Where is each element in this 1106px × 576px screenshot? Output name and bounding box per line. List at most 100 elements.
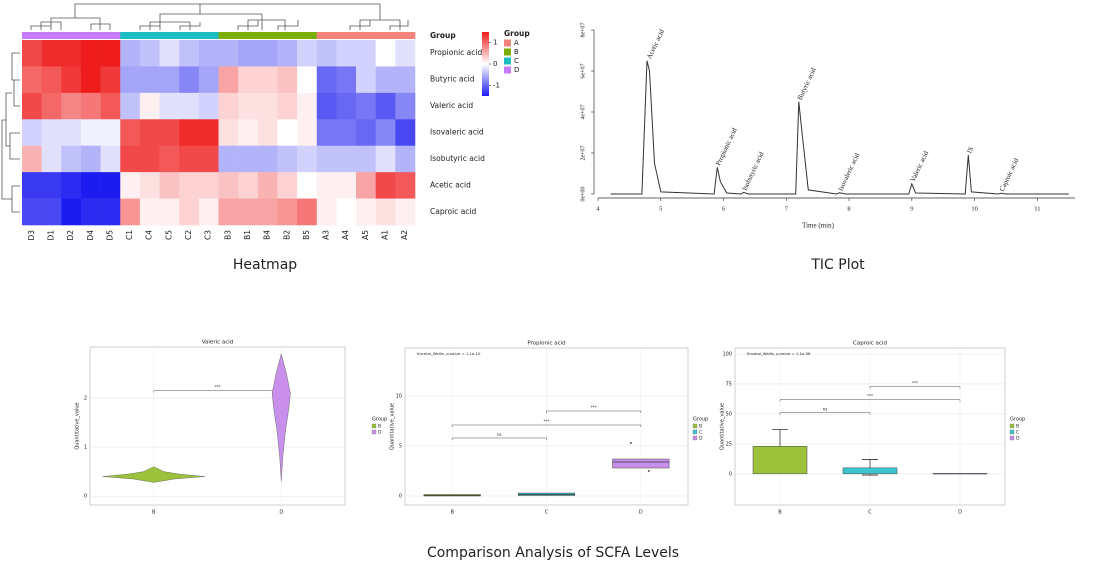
column-label: D3 bbox=[27, 230, 36, 241]
violin bbox=[102, 466, 205, 483]
heatmap-cell bbox=[395, 92, 416, 120]
heatmap-cell bbox=[179, 145, 200, 173]
peak-label: Isovaleric acid bbox=[837, 151, 862, 192]
legend-title: Group bbox=[504, 29, 530, 38]
box bbox=[752, 446, 808, 475]
legend-swatch bbox=[504, 48, 511, 56]
caption: Heatmap bbox=[233, 257, 297, 273]
box bbox=[932, 472, 988, 475]
heatmap-cell bbox=[22, 172, 42, 199]
legend-swatch bbox=[504, 57, 511, 65]
column-label: D5 bbox=[105, 230, 114, 241]
heatmap-cell bbox=[316, 172, 337, 199]
peak-label: Caproic acid bbox=[998, 157, 1020, 193]
column-label: D1 bbox=[46, 230, 55, 241]
panel-title: Caproic acid bbox=[853, 341, 887, 347]
heatmap-cell bbox=[395, 119, 416, 147]
heatmap-cell bbox=[80, 172, 101, 199]
heatmap-cell bbox=[120, 92, 141, 120]
heatmap-cell bbox=[139, 92, 160, 120]
heatmap-cell bbox=[375, 145, 396, 173]
dendrogram-left bbox=[1, 52, 20, 213]
heatmap-cell bbox=[61, 40, 82, 67]
legend-label: C bbox=[514, 57, 519, 65]
significance-bracket bbox=[451, 424, 642, 427]
legend-title: Group bbox=[372, 417, 387, 423]
heatmap-cell bbox=[100, 119, 121, 147]
y-axis-label: Quantitative_value bbox=[75, 402, 81, 449]
heatmap-cell bbox=[179, 66, 200, 94]
heatmap-cell bbox=[198, 92, 219, 120]
column-label: A2 bbox=[400, 230, 409, 240]
heatmap-cell bbox=[159, 145, 180, 173]
y-tick-label: 75 bbox=[726, 381, 732, 387]
group-bar-label: Group bbox=[430, 31, 456, 40]
heatmap-cell bbox=[375, 92, 396, 120]
x-tick-label: 4 bbox=[596, 205, 600, 212]
heatmap-cell bbox=[395, 40, 416, 67]
peak-label: Valeric acid bbox=[909, 149, 931, 183]
tic-line bbox=[610, 60, 1069, 195]
heatmap-cell bbox=[277, 119, 298, 147]
colorbar bbox=[482, 32, 489, 96]
y-tick-label: 6e+07 bbox=[580, 63, 586, 78]
x-tick-label: 10 bbox=[971, 205, 978, 212]
x-tick-label: 8 bbox=[847, 205, 850, 212]
heatmap-cell bbox=[356, 40, 376, 67]
significance-label: ns bbox=[497, 432, 502, 437]
heatmap-cell bbox=[356, 198, 376, 226]
peak-label: Propionic acid bbox=[714, 126, 739, 167]
heatmap-cell bbox=[41, 66, 62, 94]
panel-title: Valeric acid bbox=[202, 340, 234, 346]
heatmap-cell bbox=[257, 172, 278, 199]
heatmap-cell bbox=[356, 92, 376, 120]
heatmap-cell bbox=[277, 198, 298, 226]
heatmap-cell bbox=[198, 119, 219, 147]
box bbox=[842, 467, 898, 475]
heatmap-cell bbox=[22, 119, 42, 147]
heatmap-cell bbox=[120, 145, 141, 173]
colorbar-tick-label: 1 bbox=[493, 39, 497, 47]
heatmap-cell bbox=[336, 66, 357, 94]
group-bar-cell bbox=[356, 32, 376, 39]
significance-bracket bbox=[779, 399, 961, 402]
heatmap-cell bbox=[80, 198, 101, 226]
column-label: D4 bbox=[86, 230, 95, 241]
group-bar-cell bbox=[100, 32, 121, 39]
significance-label: *** bbox=[867, 394, 873, 399]
x-tick-label: 6 bbox=[722, 205, 726, 212]
heatmap-cell bbox=[139, 119, 160, 147]
significance-label: *** bbox=[544, 419, 550, 424]
legend-label: D bbox=[699, 436, 703, 442]
heatmap-cell bbox=[297, 40, 318, 67]
heatmap-cell bbox=[80, 119, 101, 147]
heatmap-cell bbox=[80, 40, 101, 67]
heatmap-cell bbox=[218, 145, 239, 173]
group-bar-cell bbox=[395, 32, 416, 39]
panel-subtitle: Kruskal_Wallis, p-value = 1.1e-08 bbox=[747, 351, 811, 356]
heatmap-cell bbox=[238, 119, 259, 147]
legend-swatch bbox=[371, 429, 377, 435]
heatmap-cell bbox=[61, 145, 82, 173]
heatmap-cell bbox=[336, 198, 357, 226]
heatmap-cell bbox=[277, 145, 298, 173]
y-tick-label: 50 bbox=[726, 411, 732, 417]
group-bar-cell bbox=[120, 32, 141, 39]
group-bar-cell bbox=[179, 32, 200, 39]
heatmap-cell bbox=[198, 172, 219, 199]
heatmap-cell bbox=[375, 119, 396, 147]
group-bar-cell bbox=[218, 32, 239, 39]
peak-label: Butyric acid bbox=[796, 66, 818, 101]
heatmap-cell bbox=[139, 145, 160, 173]
significance-bracket bbox=[546, 410, 642, 413]
heatmap-cell bbox=[198, 66, 219, 94]
significance-label: ns bbox=[823, 407, 828, 412]
heatmap-cell bbox=[22, 92, 42, 120]
group-bar-cell bbox=[139, 32, 160, 39]
heatmap-cell bbox=[179, 119, 200, 147]
x-tick-label: D bbox=[639, 510, 643, 516]
row-label: Isobutyric acid bbox=[430, 154, 485, 163]
heatmap-cell bbox=[41, 198, 62, 226]
legend-swatch bbox=[692, 423, 698, 429]
